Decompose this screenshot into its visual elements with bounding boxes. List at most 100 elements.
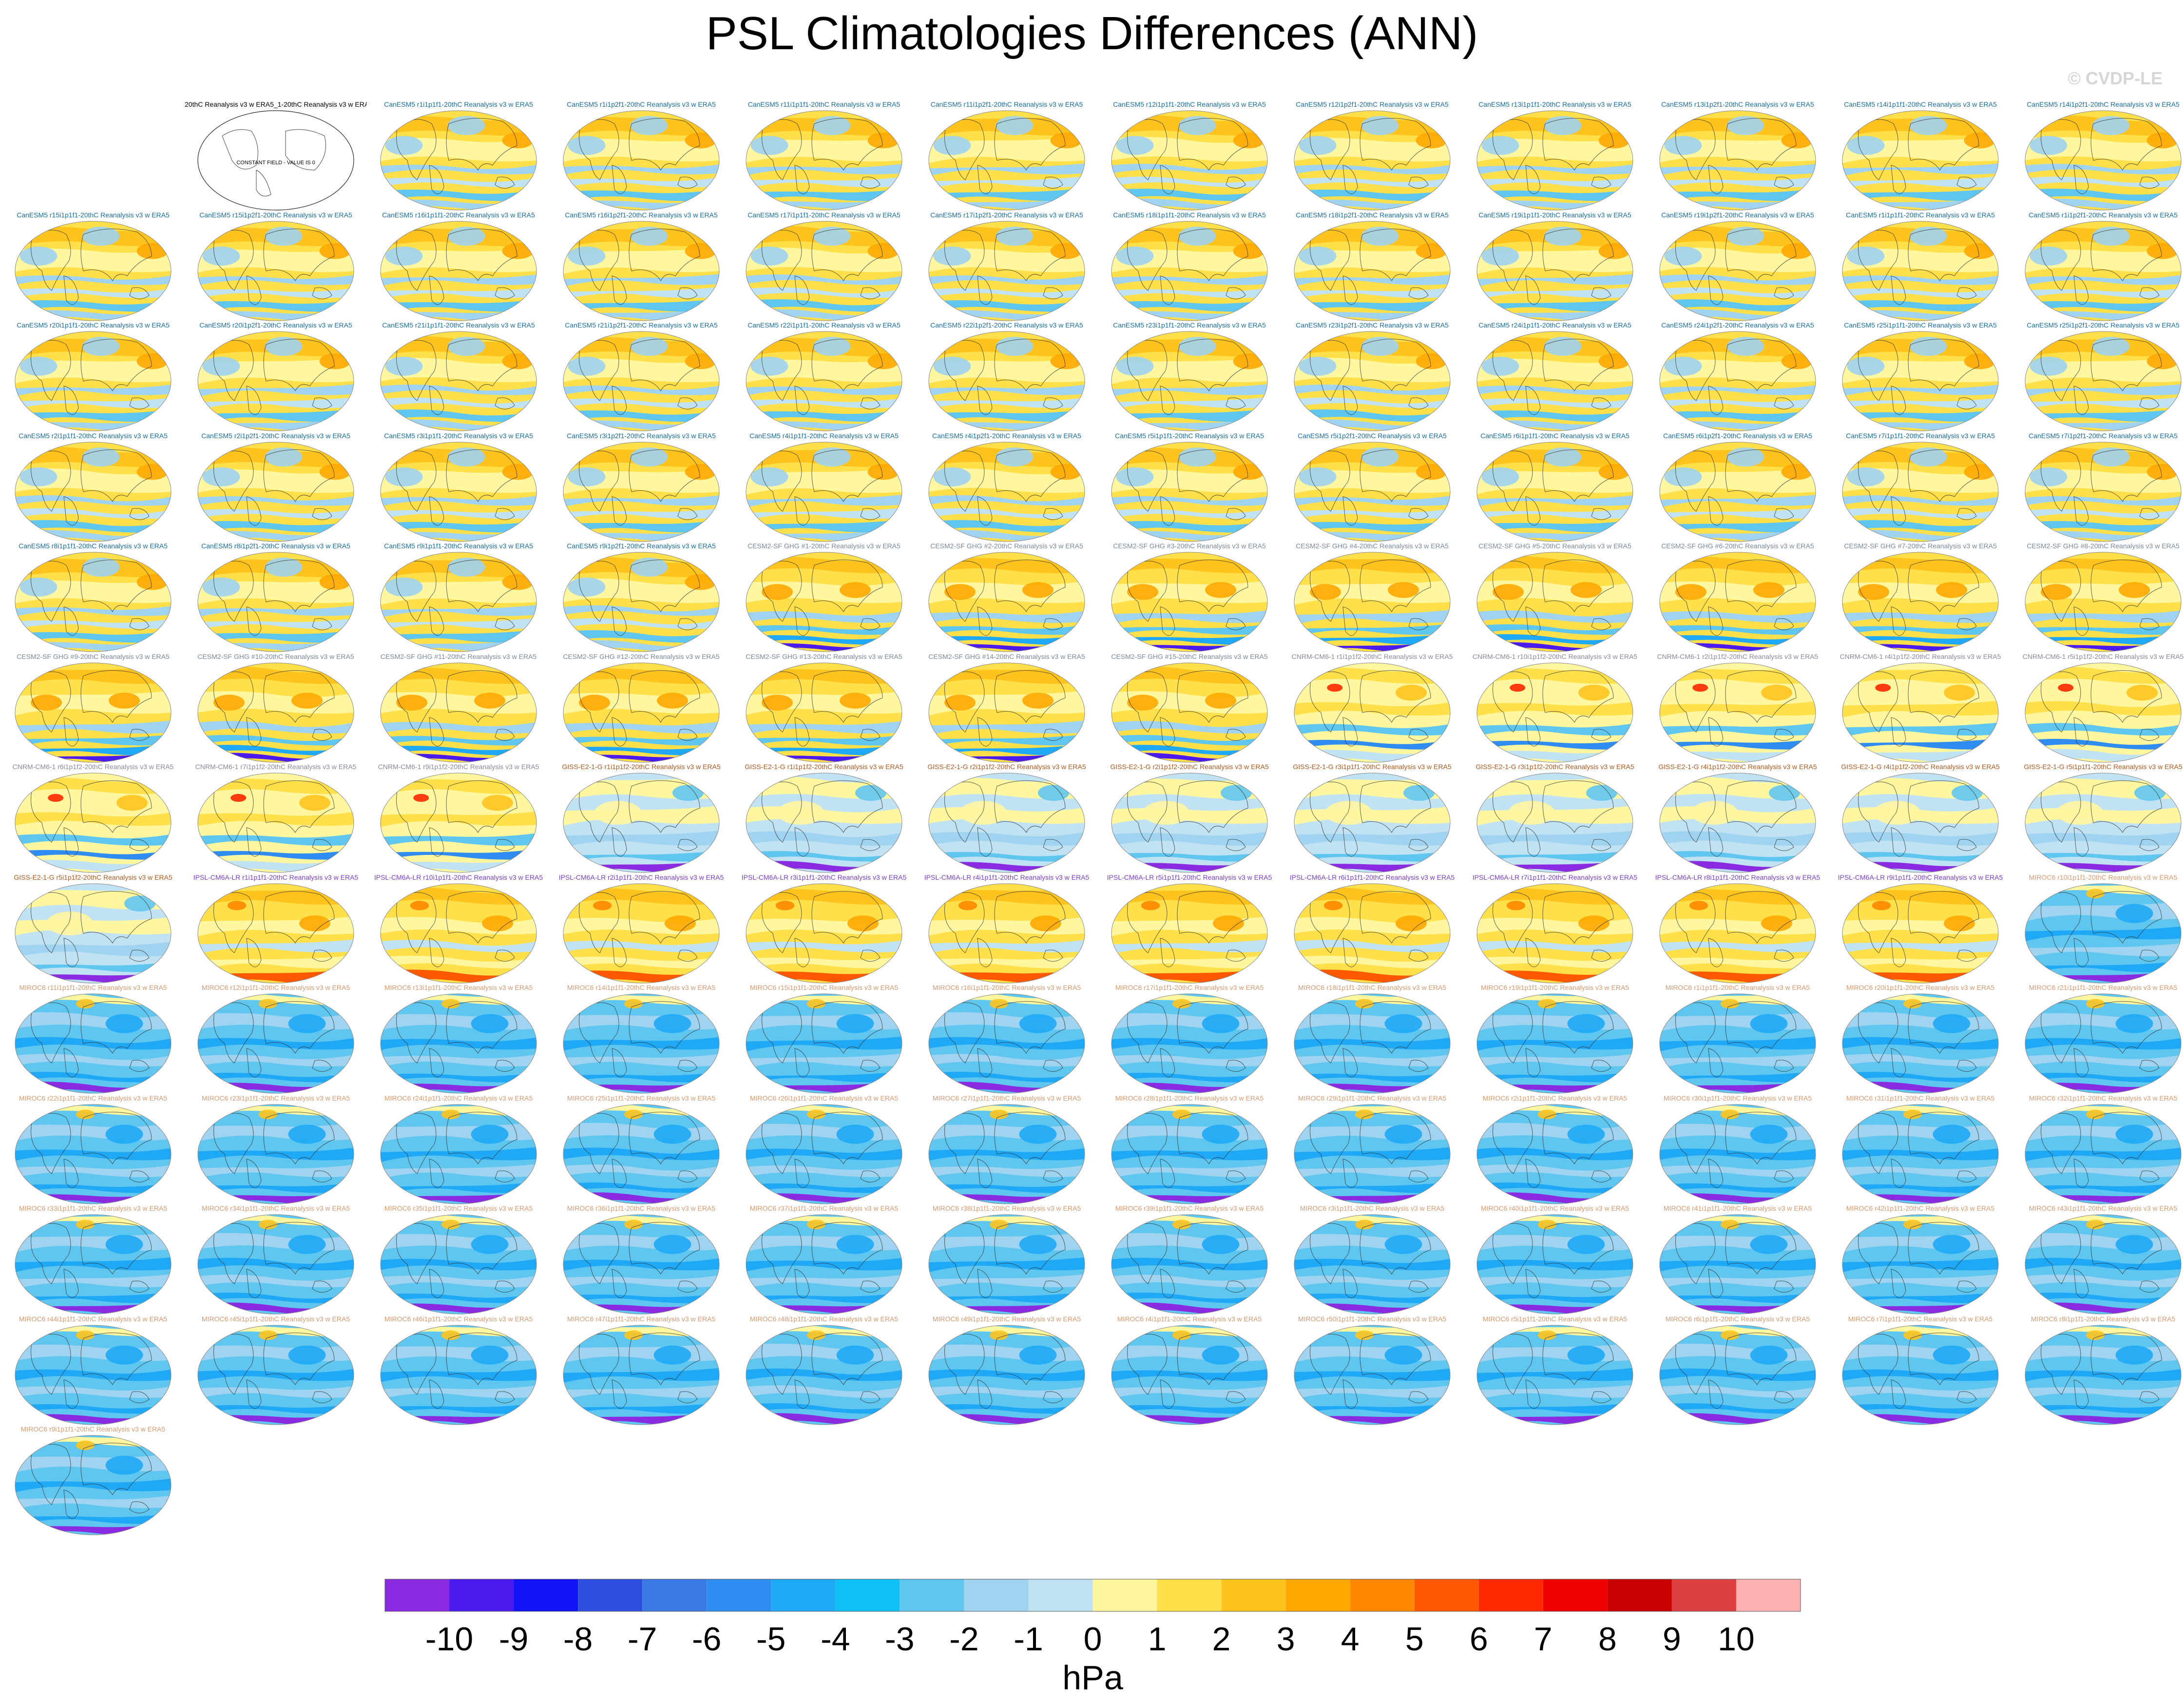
panel-title: MIROC6 r37i1p1f1-20thC Reanalysis v3 w E… [749,1204,899,1212]
contour-band [929,1369,1085,1381]
map-outline [746,883,902,984]
contour-band [563,1385,719,1400]
world-map [746,110,902,211]
contour-band [1294,634,1450,647]
world-map [15,1435,172,1535]
coastline [31,1333,152,1409]
panel-title: CESM2-SF GHG #3-20thC Reanalysis v3 w ER… [1113,542,1266,550]
map-panel: MIROC6 r13i1p1f1-20thC Reanalysis v3 w E… [367,983,550,1094]
panel-title: CESM2-SF GHG #2-20thC Reanalysis v3 w ER… [930,542,1083,550]
map-outline [2025,442,2182,542]
map-panel: CanESM5 r1i1p1f1-20thC Reanalysis v3 w E… [1829,211,2012,321]
world-map [1294,883,1451,984]
map-panel: CanESM5 r6i1p1f1-20thC Reanalysis v3 w E… [1464,431,1646,542]
contour-blob [258,1219,278,1230]
contour-band [1294,189,1450,201]
contour-band [1477,941,1633,952]
map-panel: CanESM5 r2i1p1f1-20thC Reanalysis v3 w E… [2,431,184,542]
map-panel: CNRM-CM6-1 r10i1p1f2-20thC Reanalysis v3… [1464,652,1646,763]
contour-band [1111,666,1267,684]
contour-blob [1384,1345,1422,1365]
contour-blob [1933,1014,1971,1033]
world-map [380,221,537,321]
contour-blob [385,467,423,486]
panel-title: CNRM-CM6-1 r2i1p1f2-20thC Reanalysis v3 … [1657,653,1819,660]
contour-band [1294,851,1450,863]
coastline [1127,560,1248,636]
contour-blob [1689,901,1708,910]
contour-band [2025,610,2181,624]
map-outline [1294,1325,1451,1425]
coastline [1858,118,1979,194]
contour-band [1842,666,1998,686]
figure-title: PSL Climatologies Differences (ANN) [706,7,1478,59]
contour-band [746,1148,902,1160]
contour-band [1111,1072,1267,1083]
map-outline [563,221,720,321]
panel-title: MIROC6 r17i1p1f1-20thC Reanalysis v3 w E… [1115,984,1264,991]
contour-band [1477,495,1633,507]
world-map [746,221,902,321]
panel-title: CanESM5 r21i1p1f1-20thC Reanalysis v3 w … [382,321,535,329]
map-outline [15,1435,172,1535]
contour-band [15,666,171,686]
contour-blob [1909,116,1947,135]
contour-band [1477,1147,1633,1160]
map-outline [15,662,172,763]
colorbar-frame [384,1579,1801,1612]
contour-blob [48,793,64,802]
world-map [1111,662,1268,763]
world-map [380,110,537,211]
map-panel: MIROC6 r36i1p1f1-20thC Reanalysis v3 w E… [550,1204,732,1315]
contour-blob [630,227,668,246]
map-panel: IPSL-CM6A-LR r8i1p1f1-20thC Reanalysis v… [1647,873,1829,984]
map-outline [1659,1325,1816,1425]
contour-blob [867,464,899,480]
contour-band [2025,176,2181,188]
map-panel: MIROC6 r2i1p1f1-20thC Reanalysis v3 w ER… [1464,1094,1646,1204]
contour-band [1660,739,1816,751]
contour-blob [867,353,899,369]
contour-band [1477,667,1633,684]
contour-band [15,744,171,757]
map-panel: CanESM5 r8i1p1f1-20thC Reanalysis v3 w E… [2,542,184,652]
world-map [1659,110,1816,211]
contour-band [1111,887,1267,907]
map-panel: MIROC6 r35i1p1f1-20thC Reanalysis v3 w E… [367,1204,550,1315]
panel-title: CanESM5 r15i1p2f1-20thC Reanalysis v3 w … [199,211,352,219]
map-panel: CanESM5 r23i1p1f1-20thC Reanalysis v3 w … [1098,321,1281,431]
contour-band [15,720,171,735]
contour-band [746,1368,902,1381]
coastline [2041,560,2162,636]
map-outline [928,883,1085,984]
map-outline [928,1104,1085,1204]
coastline [396,1222,517,1298]
panel-title: CanESM5 r4i1p2f1-20thC Reanalysis v3 w E… [932,432,1081,440]
coastline [222,129,326,196]
colorbar-swatch [1028,1579,1093,1611]
map-panel: IPSL-CM6A-LR r3i1p1f1-20thC Reanalysis v… [733,873,915,984]
contour-band [1111,164,1267,174]
map-outline [1111,773,1268,873]
map-outline [563,883,720,984]
world-map [1294,993,1451,1094]
contour-blob [1202,1345,1240,1365]
contour-blob [471,1235,509,1254]
contour-blob [1664,135,1702,155]
contour-band [746,940,902,953]
contour-blob [1847,135,1885,155]
contour-blob [46,911,93,936]
contour-blob [1903,999,1922,1009]
panel-title: MIROC6 r3i1p1f1-20thC Reanalysis v3 w ER… [1300,1204,1445,1212]
contour-band [1111,1182,1267,1195]
map-outline [197,1325,354,1425]
world-map [746,883,902,984]
contour-band [2025,926,2181,942]
map-outline [2025,221,2182,321]
contour-band [2025,496,2181,506]
coastline [944,891,1066,967]
contour-band [1477,831,1633,848]
contour-band [563,851,719,864]
contour-band [1842,1183,1998,1194]
contour-band [381,521,536,533]
